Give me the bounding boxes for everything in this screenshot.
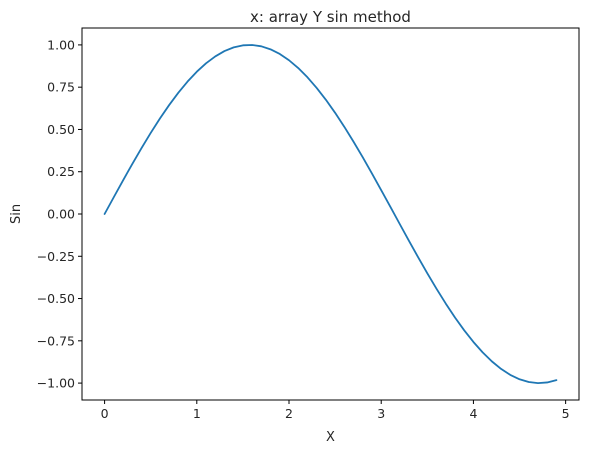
y-tick-label: −0.50 <box>37 291 75 306</box>
series-line <box>103 44 558 384</box>
y-tick-label: −1.00 <box>37 376 75 391</box>
series-lines <box>103 44 558 384</box>
y-tick-label: 1.00 <box>47 37 75 52</box>
y-tick-label: −0.25 <box>37 249 75 264</box>
y-axis: 1.00 0.75 0.50 0.25 0.00 −0.25 −0.50 −0.75 −1.00 <box>37 37 82 391</box>
y-tick-label: 0.50 <box>47 122 75 137</box>
x-tick-label: 3 <box>377 406 385 421</box>
x-tick-label: 1 <box>193 406 201 421</box>
y-tick-label: 0.75 <box>47 80 75 95</box>
y-tick-label: −0.75 <box>37 333 75 348</box>
x-tick-label: 4 <box>469 406 477 421</box>
y-axis-label: Sin <box>9 204 24 224</box>
chart-title: x: array Y sin method <box>250 8 411 26</box>
x-tick-label: 5 <box>562 406 570 421</box>
plot-area <box>81 27 580 401</box>
x-axis-label: X <box>326 430 335 445</box>
y-tick-label: 0.00 <box>47 207 75 222</box>
x-tick-label: 0 <box>101 406 109 421</box>
x-axis: 0 1 2 3 4 5 <box>101 400 570 421</box>
y-tick-label: 0.25 <box>47 164 75 179</box>
x-tick-label: 2 <box>285 406 293 421</box>
